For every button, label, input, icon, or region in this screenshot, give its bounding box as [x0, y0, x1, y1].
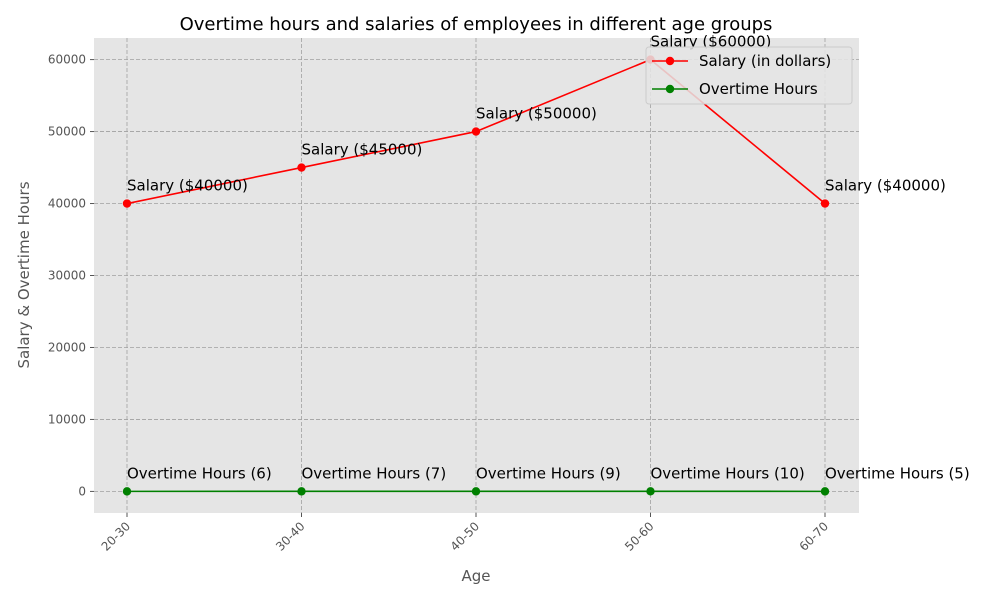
data-labels: Salary ($40000) Salary ($45000) Salary ($5… [127, 33, 970, 483]
y-tick-label: 60000 [48, 53, 86, 67]
data-point [122, 199, 132, 208]
data-point [297, 163, 306, 172]
y-tick-label: 50000 [48, 125, 86, 139]
data-point [646, 487, 655, 496]
data-label: Salary ($40000) [825, 177, 946, 195]
data-point [820, 487, 830, 496]
x-tick-label: 20-30 [99, 519, 134, 554]
x-axis-title: Age [461, 567, 490, 585]
data-label: Salary ($50000) [476, 105, 597, 123]
y-tick-label: 20000 [48, 340, 86, 354]
data-label: Overtime Hours (10) [651, 464, 805, 482]
data-label: Overtime Hours (5) [825, 464, 970, 482]
data-point [820, 199, 830, 208]
data-label: Salary ($45000) [302, 141, 423, 159]
legend-entry: Salary (in dollars) [699, 52, 831, 70]
y-tick-label: 0 [78, 484, 86, 498]
legend-marker [665, 56, 675, 66]
data-label: Overtime Hours (7) [302, 464, 447, 482]
data-label: Overtime Hours (6) [127, 464, 272, 482]
x-tick-label: 30-40 [273, 519, 308, 554]
x-tick-label: 40-50 [448, 519, 483, 554]
data-point [471, 487, 481, 496]
y-tick-label: 40000 [48, 197, 86, 211]
data-point [122, 487, 132, 496]
chart-title: Overtime hours and salaries of employees… [180, 14, 773, 35]
data-label: Salary ($60000) [651, 33, 772, 51]
y-tick-label: 30000 [48, 269, 86, 283]
data-point [471, 127, 481, 136]
y-axis-title: Salary & Overtime Hours [15, 181, 33, 368]
legend-marker [665, 84, 675, 94]
data-point [297, 487, 306, 496]
data-label: Salary ($40000) [127, 177, 248, 195]
legend: Salary (in dollars) Overtime Hours [645, 46, 853, 105]
legend-entry: Overtime Hours [699, 80, 818, 98]
x-tick-label: 60-70 [797, 519, 832, 554]
legend-box [645, 46, 853, 105]
data-label: Overtime Hours (9) [476, 464, 621, 482]
x-tick-label: 50-60 [622, 519, 657, 554]
series-lines [122, 55, 830, 496]
y-tick-label: 10000 [48, 412, 86, 426]
